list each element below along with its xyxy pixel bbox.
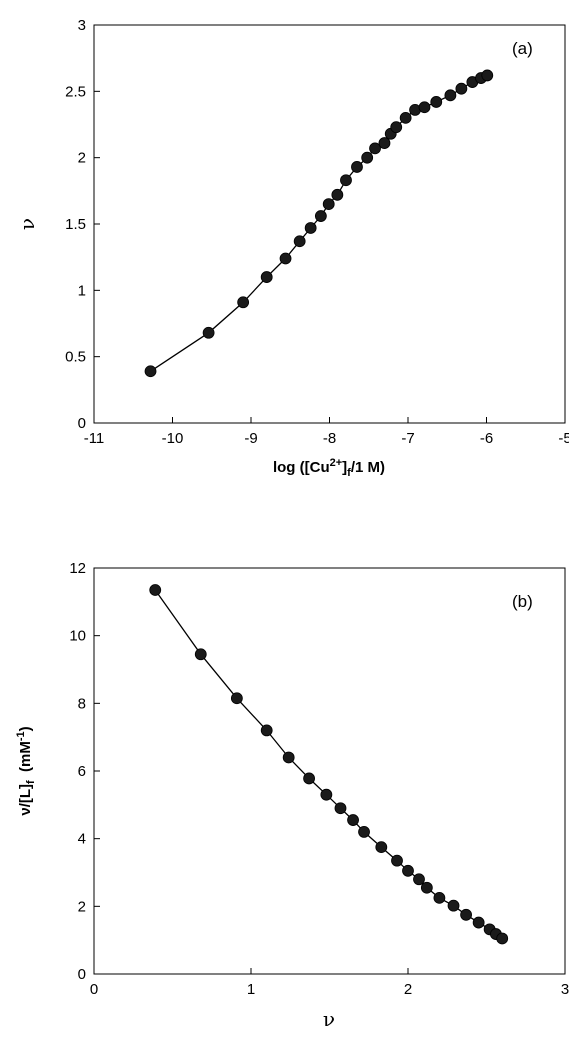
x-tick-label: -7 <box>401 430 414 447</box>
y-tick-label: 6 <box>78 763 86 780</box>
x-tick-label: -10 <box>162 430 184 447</box>
x-axis-label-a-part1: log ([Cu <box>273 459 330 476</box>
data-point <box>481 69 494 82</box>
data-point <box>378 137 391 149</box>
x-axis-label-a-sup: 2+ <box>330 457 343 469</box>
data-point <box>420 881 433 894</box>
x-axis-label-a-part3: /1 M) <box>351 459 385 476</box>
data-point <box>320 788 333 801</box>
panel-label-b: (b) <box>512 592 533 611</box>
data-point <box>351 161 363 173</box>
data-point <box>314 210 327 222</box>
data-point <box>375 841 388 854</box>
data-point <box>194 648 207 661</box>
y-axis-label-b: ν/[L]f (mM-1) <box>15 726 37 815</box>
data-point <box>391 854 403 867</box>
x-axis-label-b: ν <box>323 1007 335 1031</box>
data-point <box>293 235 306 248</box>
data-point <box>418 101 431 114</box>
data-point <box>322 198 335 211</box>
data-point <box>460 908 472 921</box>
x-axis-label-a-part2: ] <box>342 459 347 476</box>
series-line <box>154 589 503 940</box>
data-point <box>331 188 344 201</box>
series-line-b <box>154 589 503 940</box>
series-line-a <box>150 74 488 372</box>
plot-area-a <box>93 24 566 424</box>
y-tick-label: 0.5 <box>65 349 86 366</box>
data-point <box>279 252 292 265</box>
data-point <box>334 802 347 815</box>
x-tick-label: -11 <box>84 430 105 447</box>
data-point <box>282 751 295 764</box>
panel-label-a: (a) <box>512 39 533 58</box>
y-tick-label: 0 <box>78 966 86 983</box>
y-axis-label-a: ν <box>15 218 39 230</box>
data-point <box>347 814 359 826</box>
x-axis-label-a-sub: f <box>347 467 351 479</box>
data-point <box>399 111 412 124</box>
y-tick-label: 3 <box>78 17 86 34</box>
y-axis-label-b-sub: f <box>25 780 37 784</box>
data-point <box>260 724 273 737</box>
y-tick-label: 1.5 <box>65 216 86 233</box>
x-tick-label: -8 <box>323 430 336 447</box>
chart-panel-a: -11 -10 -9 -8 -7 -6 -5 0 0.5 1 1.5 2 2.5 3 (a) ν log … <box>15 17 569 479</box>
y-tick-label: 2.5 <box>65 83 86 100</box>
y-axis-label-b-part1: ν/[L] <box>17 784 34 816</box>
axis-ticks-a: -11 -10 -9 -8 -7 -6 -5 0 0.5 1 1.5 2 2.5 3 <box>65 17 569 447</box>
x-tick-label: -5 <box>558 430 569 447</box>
data-point <box>447 899 460 912</box>
data-point <box>230 692 243 705</box>
plot-area-b <box>93 567 566 975</box>
y-tick-label: 4 <box>78 831 86 848</box>
series-points-a <box>144 69 494 378</box>
data-point <box>413 873 425 886</box>
data-point <box>144 365 157 378</box>
data-point <box>496 932 509 945</box>
y-axis-label-b-sup: -1 <box>15 731 27 741</box>
data-point <box>369 142 381 155</box>
data-point <box>260 271 273 283</box>
y-tick-label: 12 <box>69 560 86 577</box>
data-point <box>340 174 352 187</box>
x-tick-label: -9 <box>244 430 257 447</box>
data-point <box>402 864 414 877</box>
data-point <box>237 296 250 309</box>
y-tick-label: 1 <box>78 282 86 299</box>
series-line <box>150 74 488 372</box>
data-point <box>304 222 317 234</box>
y-axis-label-b-part2: (mM <box>17 741 34 780</box>
data-point <box>202 326 215 339</box>
y-tick-label: 8 <box>78 695 86 712</box>
y-tick-label: 2 <box>78 150 86 167</box>
data-point <box>455 82 468 95</box>
data-point <box>430 96 443 108</box>
y-tick-label: 10 <box>69 628 86 645</box>
y-axis-label-b-part3: ) <box>17 726 34 731</box>
x-tick-label: -6 <box>480 430 493 447</box>
x-tick-label: 3 <box>561 981 569 998</box>
x-tick-label: 2 <box>404 981 412 998</box>
x-tick-label: 1 <box>247 981 255 998</box>
series-points-b <box>149 584 509 945</box>
data-point <box>433 891 446 904</box>
y-tick-label: 2 <box>78 898 86 915</box>
data-point <box>303 772 315 785</box>
data-point <box>149 584 162 596</box>
x-axis-label-a: log ([Cu2+]f/1 M) <box>273 457 385 479</box>
data-point <box>361 151 374 164</box>
data-point <box>472 916 485 929</box>
data-point <box>358 826 370 838</box>
data-point <box>444 89 457 102</box>
data-point <box>390 121 403 134</box>
x-tick-label: 0 <box>90 981 98 998</box>
y-tick-label: 0 <box>78 415 86 432</box>
